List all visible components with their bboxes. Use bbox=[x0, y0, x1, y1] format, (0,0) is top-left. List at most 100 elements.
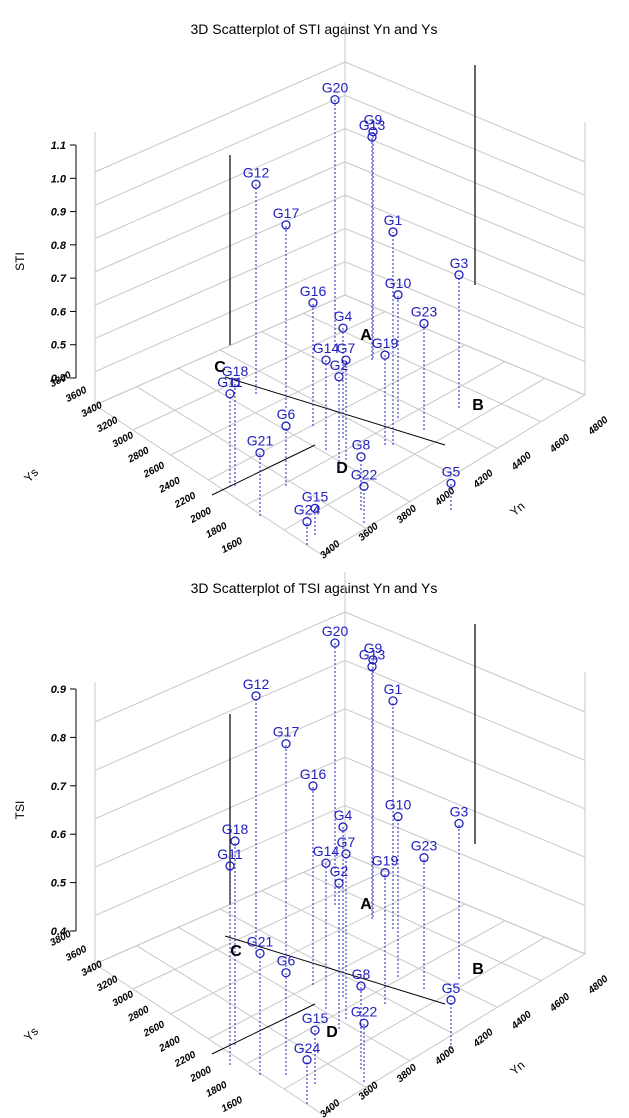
yn-tick-label: 4400 bbox=[509, 1009, 534, 1033]
point-marker bbox=[446, 995, 456, 1005]
point-label: G8 bbox=[352, 966, 371, 982]
ys-axis: 3800360034003200300028002600240022002000… bbox=[21, 929, 245, 1115]
z-gridline-left bbox=[94, 659, 346, 771]
ys-tick-label: 2600 bbox=[141, 1019, 167, 1040]
point-marker bbox=[281, 421, 291, 431]
point-label: G3 bbox=[450, 255, 469, 271]
yn-tick-label: 4600 bbox=[547, 991, 572, 1015]
z-gridline-right bbox=[344, 227, 586, 329]
floor-gridline bbox=[303, 871, 542, 982]
point-marker bbox=[393, 290, 403, 300]
tsi-chart-panel: 3D Scatterplot of TSI against Yn and Ys 0… bbox=[0, 559, 629, 1118]
z-gridline-left bbox=[94, 611, 346, 723]
point-marker bbox=[281, 220, 291, 230]
z-gridline-right bbox=[344, 94, 586, 196]
ys-tick-label: 2800 bbox=[125, 445, 151, 466]
yn-tick-label: 4200 bbox=[471, 468, 496, 492]
quadrant-label-c: C bbox=[230, 943, 242, 960]
point-marker bbox=[380, 868, 390, 878]
point-marker bbox=[359, 1018, 369, 1028]
z-gridline-right bbox=[344, 756, 586, 858]
z-tick-label: 0.4 bbox=[51, 373, 66, 385]
point-label: G13 bbox=[359, 647, 386, 663]
yn-tick-label: 3600 bbox=[357, 521, 381, 544]
ys-tick-label: 2400 bbox=[157, 1034, 183, 1055]
point-label: G19 bbox=[372, 335, 399, 351]
point-label: G15 bbox=[302, 488, 329, 504]
z-gridline-right bbox=[344, 161, 586, 263]
point-label: G1 bbox=[384, 681, 403, 697]
z-gridline-left bbox=[94, 61, 346, 173]
z-tick-label: 0.8 bbox=[51, 240, 67, 252]
z-axis: 0.4 0.5 0.6 0.7 0.8 0.9 1.0 1.1 STI bbox=[13, 140, 77, 385]
point-marker bbox=[230, 378, 240, 388]
quadrant-label-b: B bbox=[472, 961, 484, 978]
point-marker bbox=[302, 1055, 312, 1065]
z-gridline-right bbox=[344, 261, 586, 363]
point-label: G16 bbox=[300, 766, 327, 782]
point-marker bbox=[380, 350, 390, 360]
ys-tick-label: 2200 bbox=[172, 490, 198, 511]
point-label: G23 bbox=[411, 303, 438, 319]
point-label: G16 bbox=[300, 283, 327, 299]
point-label: G21 bbox=[247, 433, 274, 449]
ys-tick-label: 2000 bbox=[188, 1064, 214, 1085]
point-marker bbox=[321, 355, 331, 365]
point-marker bbox=[330, 95, 340, 105]
z-gridline-left bbox=[94, 227, 346, 339]
z-gridline-right bbox=[344, 61, 586, 163]
point-marker bbox=[446, 478, 456, 488]
point-label: G17 bbox=[273, 205, 300, 221]
yn-axis-label: Yn bbox=[507, 1058, 527, 1078]
point-label: G9 bbox=[364, 112, 383, 128]
point-marker bbox=[388, 227, 398, 237]
point-marker bbox=[251, 179, 261, 189]
quadrant-labels: A B C D bbox=[214, 327, 484, 477]
floor-outline bbox=[94, 294, 587, 556]
z-gridline-right bbox=[344, 128, 586, 230]
point-label: G18 bbox=[222, 821, 249, 837]
ys-tick-label: 2400 bbox=[157, 475, 183, 496]
point-marker bbox=[388, 696, 398, 706]
z-gridline-left bbox=[94, 708, 346, 820]
point-label: G4 bbox=[334, 308, 353, 324]
ys-tick-label: 2600 bbox=[141, 460, 167, 481]
point-marker bbox=[302, 517, 312, 527]
floor-outline bbox=[94, 853, 587, 1115]
ys-tick-label: 2200 bbox=[172, 1049, 198, 1070]
point-marker bbox=[341, 849, 351, 859]
yn-tick-label: 4000 bbox=[432, 485, 457, 509]
quadrant-label-a: A bbox=[360, 896, 372, 913]
grid-lines bbox=[94, 572, 587, 1115]
point-label: G12 bbox=[243, 676, 270, 692]
point-marker bbox=[454, 270, 464, 280]
z-gridline-left bbox=[94, 261, 346, 373]
ys-tick-label: 1600 bbox=[220, 1095, 245, 1115]
point-label: G6 bbox=[277, 953, 296, 969]
chart-title: 3D Scatterplot of TSI against Yn and Ys bbox=[191, 580, 438, 596]
point-label: G5 bbox=[442, 463, 461, 479]
yn-tick-label: 4800 bbox=[586, 973, 611, 997]
z-gridline-right bbox=[344, 708, 586, 810]
point-marker bbox=[225, 389, 235, 399]
yn-tick-label: 4800 bbox=[586, 414, 611, 438]
ys-tick-label: 1800 bbox=[204, 1079, 229, 1099]
point-label: G8 bbox=[352, 437, 371, 453]
point-label: G14 bbox=[313, 843, 340, 859]
z-gridline-right bbox=[344, 659, 586, 761]
point-label: G11 bbox=[217, 846, 243, 862]
point-marker bbox=[308, 781, 318, 791]
point-label: G21 bbox=[247, 933, 274, 949]
point-label: G10 bbox=[385, 275, 412, 291]
point-marker bbox=[310, 503, 320, 513]
z-tick-label: 0.7 bbox=[51, 781, 67, 793]
data-points: G1 G2 G3 G4 G5 G6 G7 G8 G9 G10 G11 G12 G13 G14 G15 G16 G… bbox=[217, 623, 469, 1104]
point-label: G3 bbox=[450, 803, 469, 819]
yn-tick-label: 4400 bbox=[509, 450, 534, 474]
yn-tick-label: 4000 bbox=[432, 1044, 457, 1068]
ys-tick-label: 3600 bbox=[64, 385, 89, 405]
point-marker bbox=[321, 858, 331, 868]
ys-tick-label: 2000 bbox=[188, 505, 214, 526]
point-label: G23 bbox=[411, 838, 438, 854]
